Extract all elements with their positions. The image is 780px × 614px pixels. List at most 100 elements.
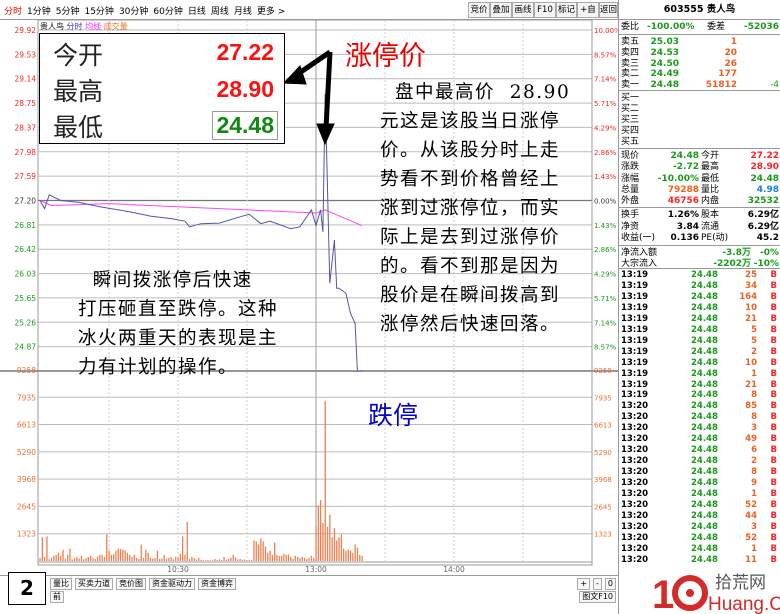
tab-weekly[interactable]: 周线 xyxy=(210,7,229,17)
trade-row: 13:19 24.48 2 B xyxy=(621,347,779,358)
tab-fund-game[interactable]: 资金博弈 xyxy=(198,578,236,590)
volume-bar xyxy=(216,559,218,561)
trade-row: 13:19 24.48 1 B xyxy=(621,369,779,380)
volume-bar xyxy=(48,559,50,561)
buy-level-label: 买五 xyxy=(621,137,640,147)
fund-label: 流通 xyxy=(701,221,720,232)
pct-tick-label: 8.57% xyxy=(594,51,617,59)
intraday-chart[interactable]: 29.92 10.00% 29.53 8.57% 29.14 7.14% 28.75 5.71… xyxy=(0,0,618,575)
zoom-out-button[interactable]: - xyxy=(593,578,602,590)
f10-button[interactable]: F10 xyxy=(534,2,556,18)
zoom-reset-button[interactable]: 0 xyxy=(604,578,616,590)
tab-daily[interactable]: 日线 xyxy=(187,7,206,17)
tab-buy-sell-force[interactable]: 买卖力道 xyxy=(75,578,113,590)
trade-price: 24.48 xyxy=(691,401,718,412)
volume-bar xyxy=(179,553,181,561)
trade-volume: 5 xyxy=(751,324,757,335)
volume-bar xyxy=(359,554,361,561)
trade-side: B xyxy=(770,335,777,346)
row2-tab[interactable]: 前 xyxy=(50,591,64,603)
volume-bar xyxy=(188,558,191,561)
trade-row: 13:19 24.48 10 B xyxy=(621,303,779,314)
f10-text-button[interactable]: 图文F10 xyxy=(579,591,616,603)
trade-time: 13:20 xyxy=(621,423,649,434)
volume-bar xyxy=(205,560,207,561)
trade-volume: 10 xyxy=(745,302,757,313)
volume-bar xyxy=(53,555,55,561)
price-tick-label: 27.20 xyxy=(15,197,37,206)
trade-price: 24.48 xyxy=(691,467,718,478)
volume-bar xyxy=(317,505,319,561)
buy-level-label: 买二 xyxy=(621,104,640,114)
trade-time: 13:20 xyxy=(621,456,649,467)
volume-bar xyxy=(308,557,310,561)
zoom-in-button[interactable]: + xyxy=(577,578,591,590)
trade-time: 13:19 xyxy=(621,280,649,291)
trade-time: 13:20 xyxy=(621,510,649,521)
tab-15min[interactable]: 15分钟 xyxy=(84,7,114,17)
trade-side: B xyxy=(770,532,777,543)
buy-level-label: 买四 xyxy=(621,126,640,136)
tab-auction-chart[interactable]: 竞价图 xyxy=(116,578,146,590)
volume-bar xyxy=(154,558,156,561)
fund-value: 6.29亿 xyxy=(747,221,779,232)
buy-level-row: 买五 xyxy=(621,136,779,148)
volume-bar xyxy=(46,536,48,561)
time-tick-label: 10:30 xyxy=(167,565,189,574)
overlay-button[interactable]: 叠加 xyxy=(490,2,512,18)
tab-60min[interactable]: 60分钟 xyxy=(153,7,183,17)
volume-bar xyxy=(329,514,331,561)
quote-label: 涨跌 xyxy=(621,162,640,173)
pct-tick-label: 4.29% xyxy=(594,124,617,132)
fundamental-row: 换手 1.26% 股本 6.29亿 xyxy=(621,209,779,221)
sell-level-row: 卖三 24.50 26 xyxy=(621,58,779,70)
trade-row: 13:19 24.48 25 B xyxy=(621,270,779,281)
tab-fund-drive[interactable]: 资金驱动力 xyxy=(149,578,195,590)
watermark-logo: 1 拾荒网 Huang.CN xyxy=(652,573,780,614)
trade-price: 24.48 xyxy=(691,499,718,510)
trade-row: 13:20 24.48 9 B xyxy=(621,478,779,489)
tab-fenshi[interactable]: 分时 xyxy=(4,7,23,17)
volume-tick-label-right: 2645 xyxy=(594,503,612,511)
volume-bar xyxy=(184,554,186,561)
volume-bar xyxy=(264,546,267,561)
svg-text:Huang.CN: Huang.CN xyxy=(708,594,780,614)
trade-volume: 164 xyxy=(739,291,757,302)
volume-bar xyxy=(90,555,92,561)
back-button[interactable]: 返回 xyxy=(599,2,618,18)
trade-side: B xyxy=(770,423,777,434)
legend-volume: 成交量 xyxy=(103,22,128,31)
auction-button[interactable]: 竞价 xyxy=(468,2,490,18)
trade-row: 13:20 24.48 11 B xyxy=(621,555,779,566)
volume-tick-label-right: 5290 xyxy=(594,449,612,457)
add-watchlist-button[interactable]: +自选 xyxy=(577,2,599,18)
tab-1min[interactable]: 1分钟 xyxy=(27,7,51,17)
flow-label: 大宗流入 xyxy=(621,258,658,269)
tab-more[interactable]: 更多 > xyxy=(256,7,286,17)
trade-side: B xyxy=(770,489,777,499)
pct-tick-label: 1.43% xyxy=(594,222,617,230)
quote-value: 27.22 xyxy=(750,151,779,161)
fundamental-row: 收益(一) 0.136 PE(动) 45.2 xyxy=(621,232,779,244)
trade-side: B xyxy=(770,412,777,423)
draw-line-button[interactable]: 画线 xyxy=(512,2,534,18)
trade-price: 24.48 xyxy=(691,390,718,401)
mark-button[interactable]: 标记 xyxy=(556,2,577,18)
volume-bar xyxy=(106,534,108,561)
tab-monthly[interactable]: 月线 xyxy=(233,7,252,17)
trade-price: 24.48 xyxy=(691,379,718,390)
price-line xyxy=(39,93,362,372)
volume-bar xyxy=(349,550,352,561)
trade-time: 13:19 xyxy=(621,357,649,368)
trade-time: 13:20 xyxy=(621,445,649,456)
volume-bar xyxy=(283,553,285,561)
trade-volume: 1 xyxy=(751,543,757,554)
tab-volume-ratio[interactable]: 量比 xyxy=(50,578,72,590)
quote-row: 涨跌 -2.72 最高 28.90 xyxy=(621,161,779,173)
annotation-line: 的。看不到那是因为 xyxy=(380,256,561,277)
annotation-line: 价。从该股分时上走 xyxy=(380,140,561,161)
volume-bar xyxy=(310,555,313,561)
price-tick-label: 29.53 xyxy=(15,50,37,59)
tab-30min[interactable]: 30分钟 xyxy=(118,7,149,17)
tab-5min[interactable]: 5分钟 xyxy=(55,7,80,17)
